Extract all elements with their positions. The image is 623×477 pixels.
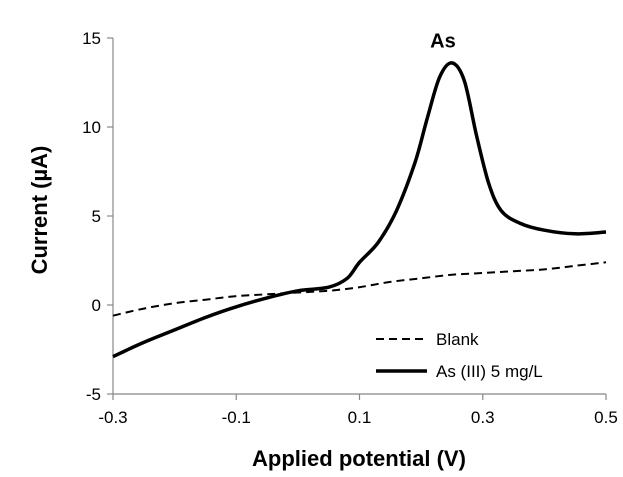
legend: Blank As (III) 5 mg/L — [376, 330, 543, 381]
y-tick-label: 5 — [92, 207, 101, 226]
series-line-blank — [112, 261, 607, 317]
x-axis-ticks: -0.3 -0.1 0.1 0.3 0.5 — [98, 394, 618, 427]
x-tick-label: -0.1 — [222, 408, 251, 427]
x-tick-label: 0.1 — [348, 408, 372, 427]
x-tick-label: 0.5 — [594, 408, 618, 427]
y-axis-ticks: -5 0 5 10 15 — [82, 29, 113, 404]
y-tick-label: 10 — [82, 118, 101, 137]
y-tick-label: 15 — [82, 29, 101, 48]
x-axis-title: Applied potential (V) — [252, 446, 466, 471]
plot-area — [112, 61, 607, 359]
legend-label-blank: Blank — [436, 330, 479, 349]
y-axis-title: Current (µA) — [27, 146, 52, 275]
y-tick-label: 0 — [92, 296, 101, 315]
peak-annotation: As — [430, 31, 456, 53]
x-tick-label: -0.3 — [98, 408, 127, 427]
x-tick-label: 0.3 — [471, 408, 495, 427]
y-tick-label: -5 — [86, 385, 101, 404]
legend-label-as-iii: As (III) 5 mg/L — [436, 362, 543, 381]
series-line-as-iii — [112, 61, 607, 359]
